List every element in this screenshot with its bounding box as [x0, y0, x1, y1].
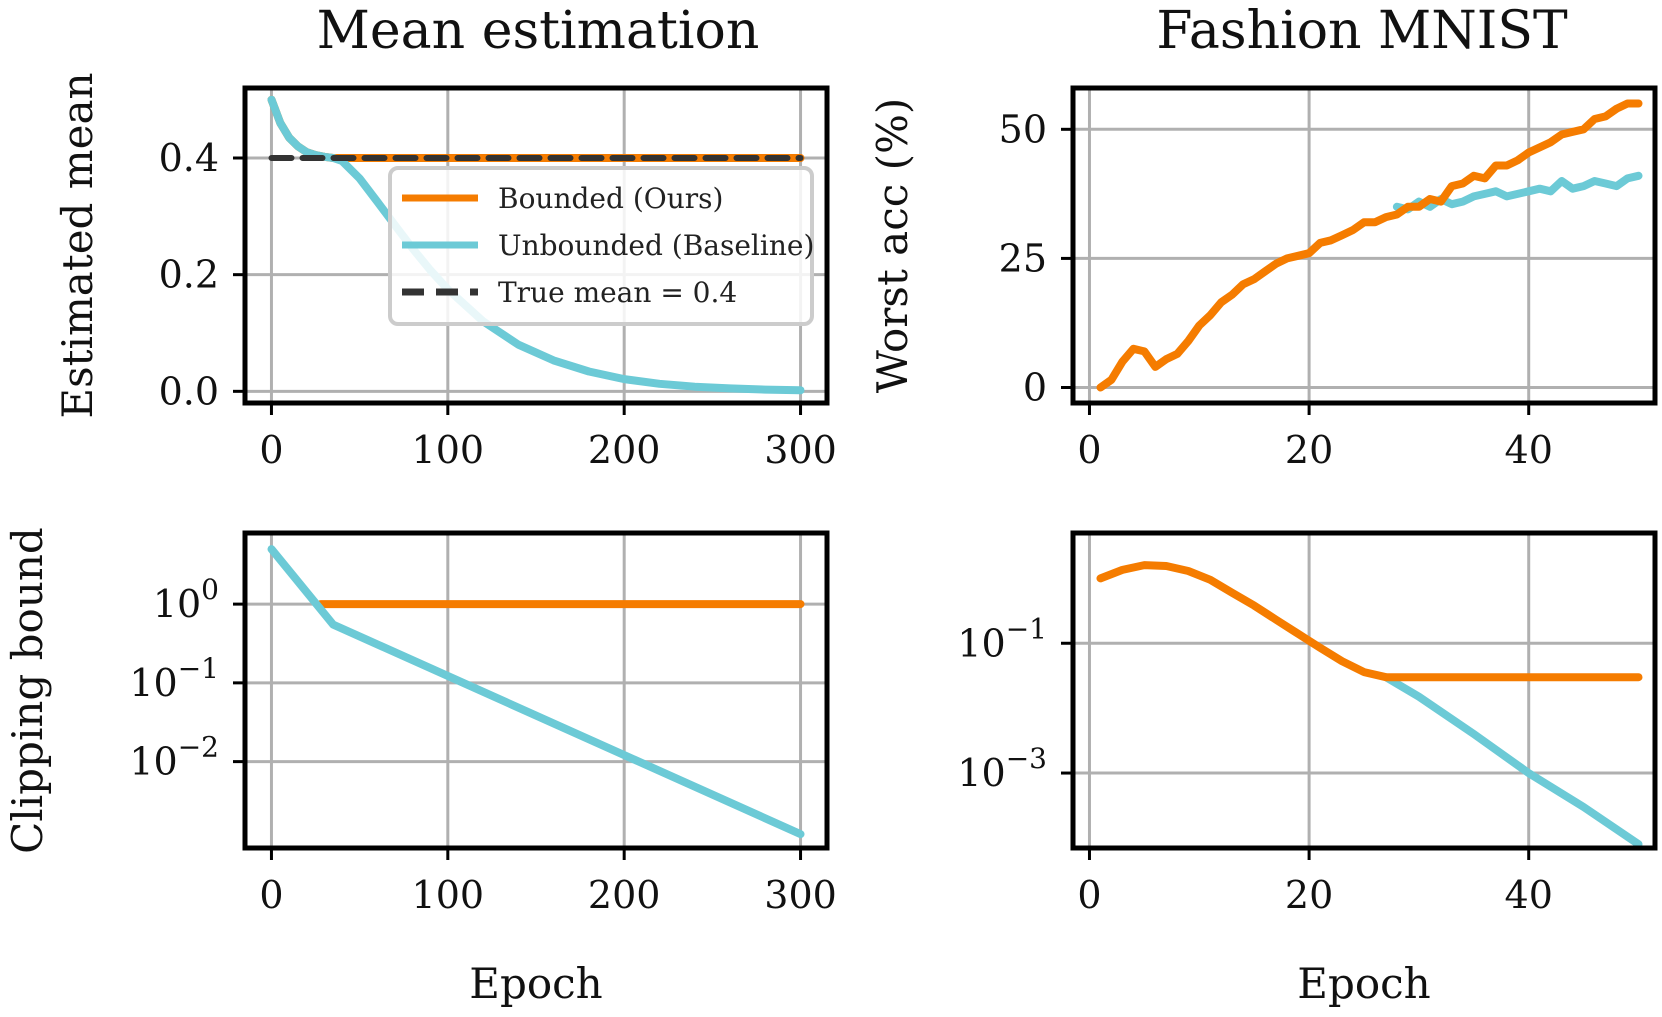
x-tick-label: 200 — [588, 428, 661, 472]
title-fashion-mnist: Fashion MNIST — [1156, 1, 1568, 61]
x-axis-label: Epoch — [1297, 959, 1430, 1008]
legend-box — [388, 166, 814, 326]
panel-mean-estimate: 0 100 200 300 0.0 0.2 0.4 Estimated mean — [53, 72, 837, 472]
series-line-bounded-ours — [1096, 561, 1643, 682]
y-tick-label: 10−2 — [129, 731, 219, 784]
x-tick-label: 100 — [412, 428, 485, 472]
series-line-unbounded-baseline — [1382, 673, 1643, 849]
x-tick-label: 300 — [764, 873, 837, 917]
series-line-unbounded-baseline — [1392, 171, 1643, 214]
x-tick-label: 40 — [1505, 428, 1553, 472]
title-mean-estimation: Mean estimation — [317, 1, 760, 61]
y-tick-label: 50 — [999, 107, 1047, 151]
series-line-bounded-ours — [267, 95, 805, 162]
x-tick-label: 0 — [1077, 873, 1101, 917]
x-tick-label: 0 — [1077, 428, 1101, 472]
panel-mean-clip: 0 100 200 300 100 10−1 10−2 Epoch Clipping bound — [3, 527, 837, 1008]
x-tick-label: 20 — [1285, 873, 1333, 917]
x-tick-label: 0 — [259, 873, 283, 917]
series-line-bounded-ours — [1096, 99, 1643, 392]
y-axis-label: Estimated mean — [53, 72, 102, 418]
plot-frame — [1070, 530, 1658, 851]
y-tick-label: 10−1 — [129, 652, 219, 705]
x-tick-label: 300 — [764, 428, 837, 472]
series-line-unbounded-baseline — [267, 545, 805, 839]
legend-label: Bounded (Ours) — [498, 182, 723, 215]
y-tick-label: 25 — [999, 236, 1047, 280]
plot-frame — [242, 85, 830, 406]
y-tick-label: 0.0 — [159, 369, 219, 413]
plot-frame — [242, 530, 830, 851]
y-tick-label: 0.2 — [159, 253, 219, 297]
x-tick-label: 100 — [412, 873, 485, 917]
x-axis-label: Epoch — [469, 959, 602, 1008]
x-tick-label: 0 — [259, 428, 283, 472]
y-axis-label: Worst acc (%) — [868, 98, 917, 394]
y-tick-label: 10−1 — [957, 612, 1047, 665]
y-tick-label: 0.4 — [159, 136, 219, 180]
legend-label: Unbounded (Baseline) — [498, 229, 814, 262]
panel-fmnist-acc: 0 20 40 0 25 50 Worst acc (%) — [868, 85, 1658, 472]
plot-frame — [1070, 85, 1658, 406]
x-tick-label: 200 — [588, 873, 661, 917]
y-tick-label: 100 — [153, 573, 219, 626]
x-tick-label: 20 — [1285, 428, 1333, 472]
panel-fmnist-clip: 0 20 40 10−1 10−3 Epoch — [957, 530, 1658, 1008]
legend-label: True mean = 0.4 — [498, 276, 737, 309]
x-tick-label: 40 — [1505, 873, 1553, 917]
legend: Bounded (Ours) Unbounded (Baseline) True m… — [388, 166, 814, 326]
y-tick-label: 10−3 — [957, 742, 1047, 795]
y-tick-label: 0 — [1023, 366, 1047, 410]
y-axis-label: Clipping bound — [3, 527, 52, 854]
